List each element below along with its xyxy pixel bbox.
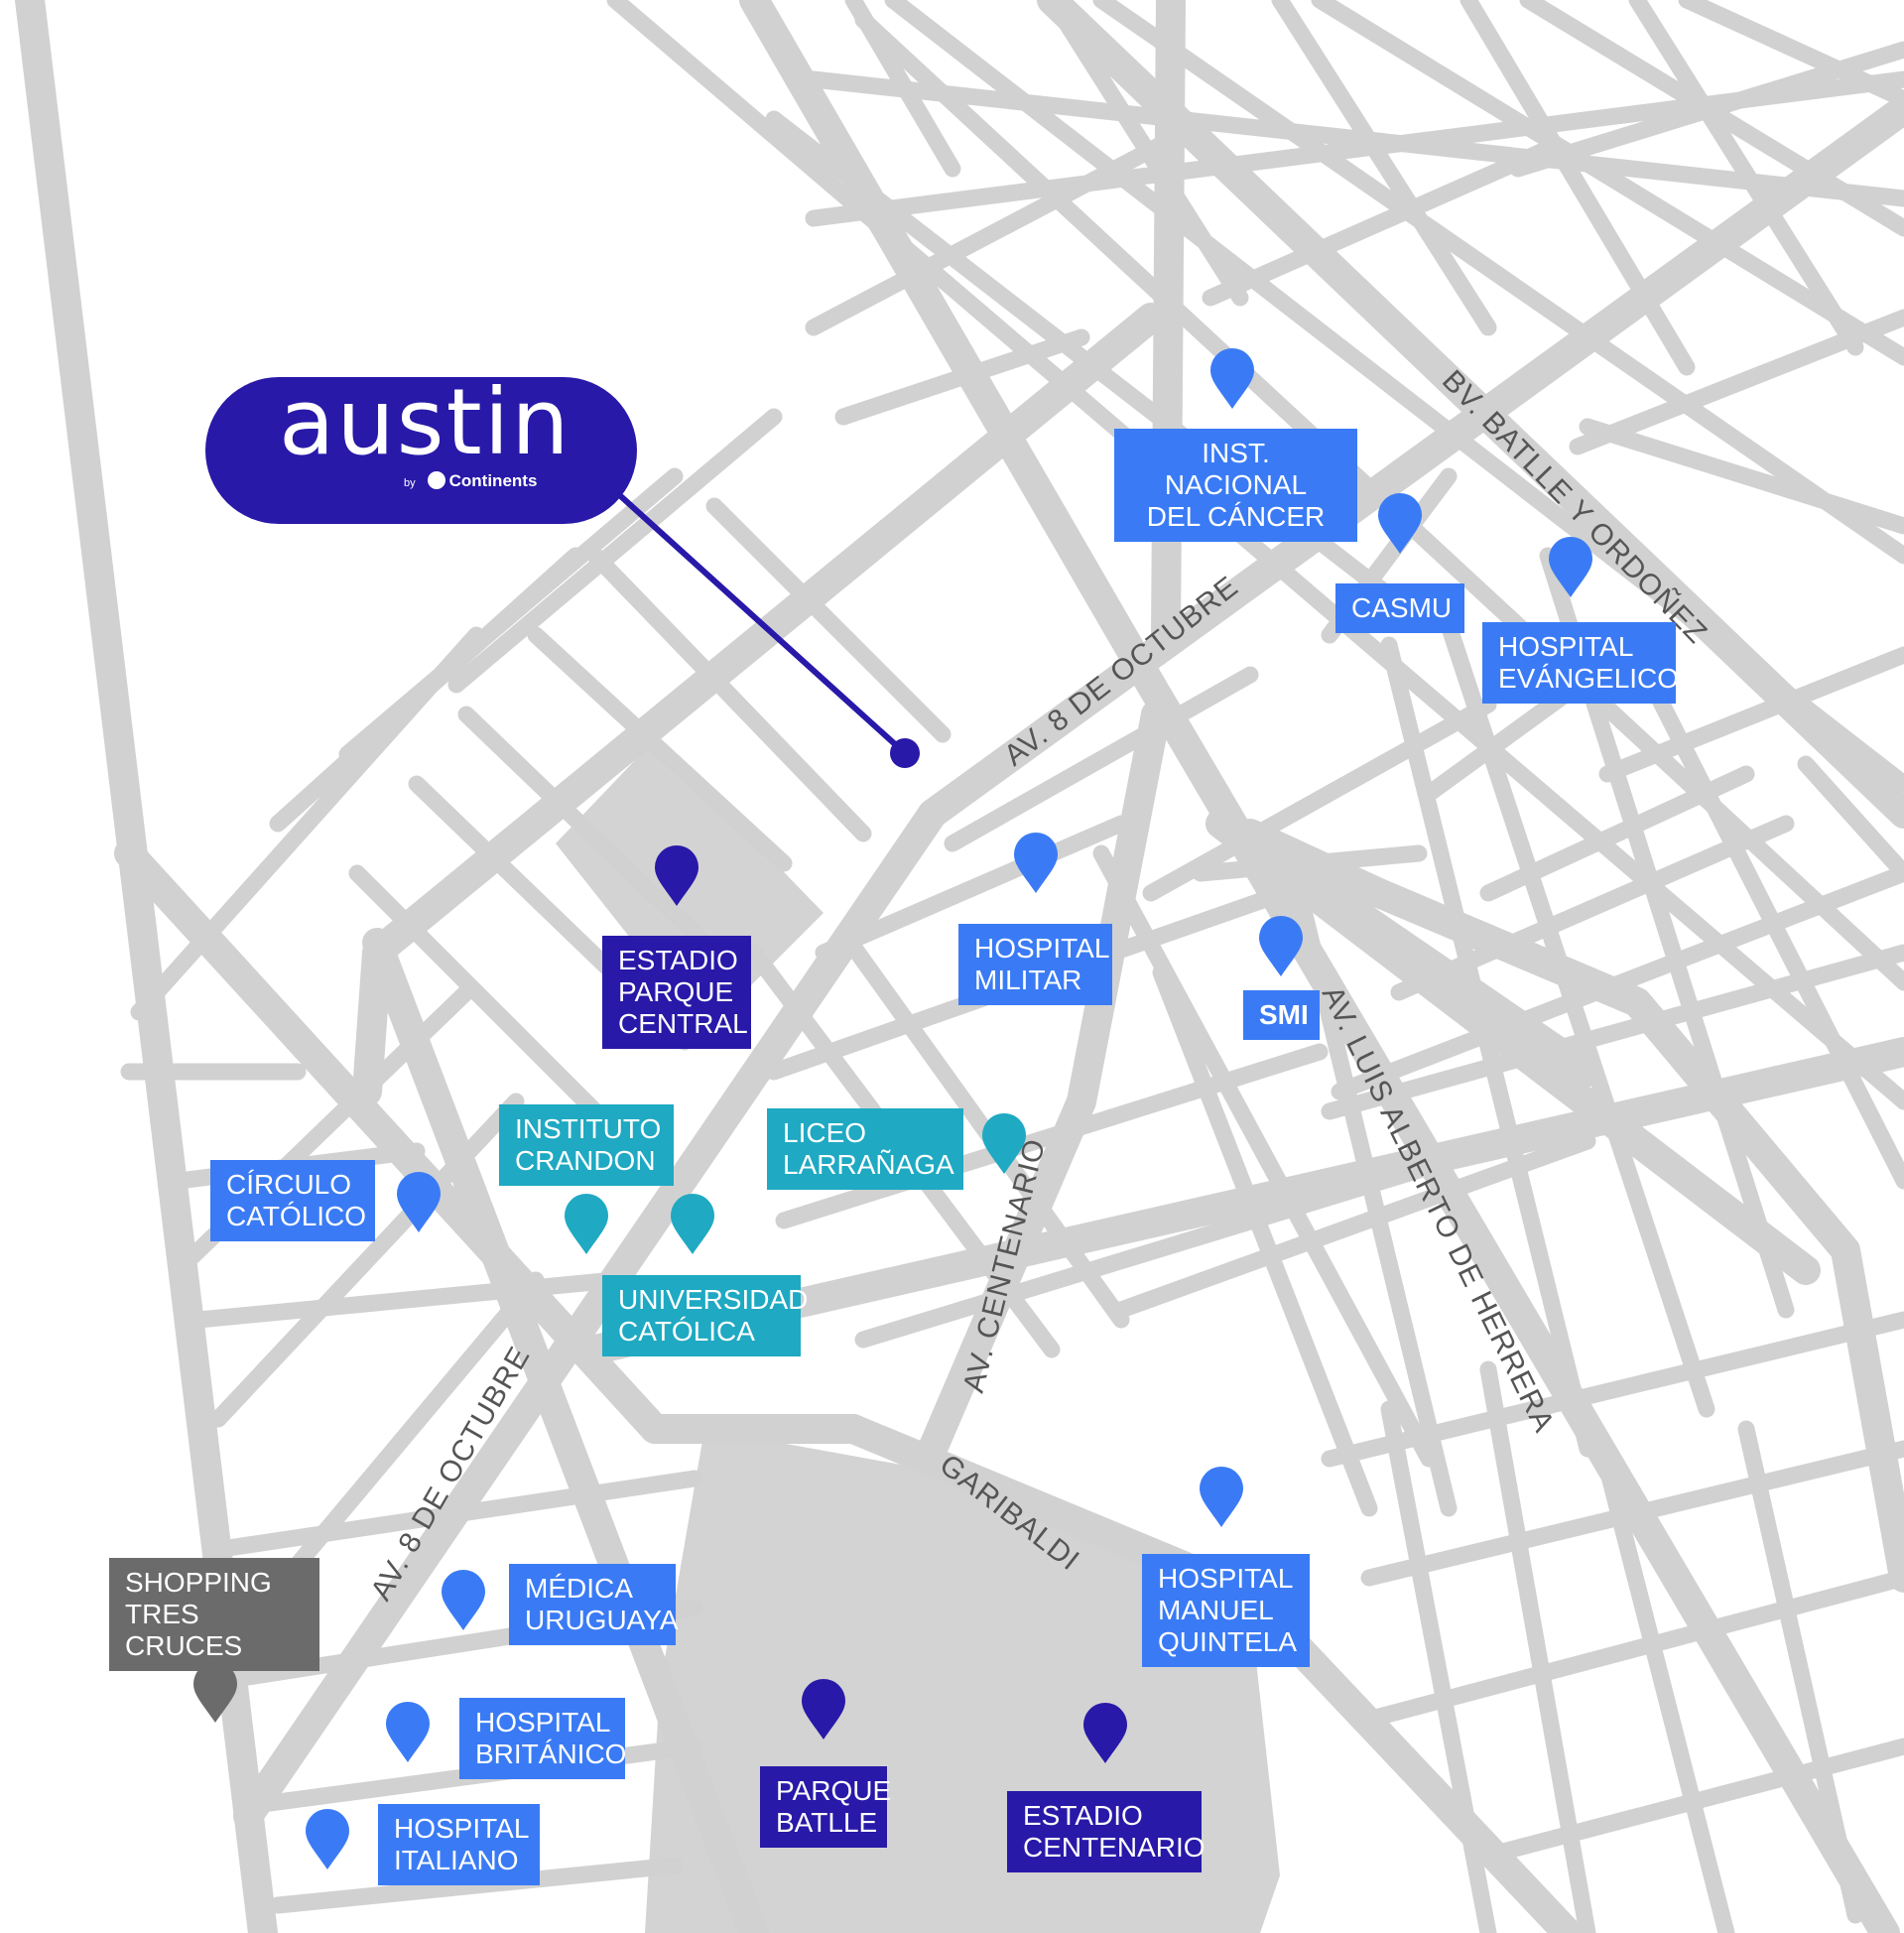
map-pin-icon[interactable] — [1199, 1467, 1244, 1528]
map-pin-icon[interactable] — [396, 1172, 442, 1233]
map-pin-icon[interactable] — [1013, 833, 1059, 894]
continents-icon — [427, 471, 445, 489]
location-connector — [612, 488, 908, 756]
map-pin-icon[interactable] — [1082, 1703, 1128, 1764]
place-label-hospital-evangelico: HOSPITAL EVÁNGELICO — [1482, 622, 1679, 704]
map-pin-icon[interactable] — [1258, 916, 1304, 977]
place-label-instituto-crandon: INSTITUTO CRANDON — [499, 1104, 674, 1186]
map-pin-icon[interactable] — [801, 1679, 846, 1740]
austin-location-dot — [890, 738, 920, 768]
place-label-universidad-catolica: UNIVERSIDAD CATÓLICA — [602, 1275, 808, 1356]
brand-by: by — [404, 477, 416, 489]
map-pin-icon[interactable] — [1377, 493, 1423, 555]
map-pin-icon[interactable] — [385, 1702, 431, 1763]
map-pin-icon[interactable] — [564, 1194, 609, 1255]
place-label-hospital-britanico: HOSPITAL BRITÁNICO — [459, 1698, 626, 1779]
map-pin-icon[interactable] — [670, 1194, 715, 1255]
place-label-casmu: CASMU — [1335, 583, 1464, 633]
place-label-hospital-italiano: HOSPITAL ITALIANO — [378, 1804, 540, 1885]
place-label-hospital-manuel-quintela: HOSPITAL MANUEL QUINTELA — [1142, 1554, 1310, 1667]
brand-name: austin — [279, 369, 571, 475]
place-label-shopping-tres-cruces: SHOPPING TRES CRUCES — [109, 1558, 319, 1671]
place-label-liceo-larranaga: LICEO LARRAÑAGA — [767, 1108, 963, 1190]
place-label-circulo-catolico: CÍRCULO CATÓLICO — [210, 1160, 375, 1241]
brand-partner: by Continents — [404, 471, 537, 491]
place-label-estadio-centenario: ESTADIO CENTENARIO — [1007, 1791, 1206, 1872]
place-label-parque-batlle: PARQUE BATLLE — [760, 1766, 891, 1848]
map-pin-icon[interactable] — [981, 1113, 1027, 1175]
place-label-medica-uruguaya: MÉDICA URUGUAYA — [509, 1564, 679, 1645]
map-pin-icon[interactable] — [441, 1570, 486, 1631]
brand-partner-name: Continents — [448, 471, 538, 490]
map-pin-icon[interactable] — [305, 1809, 350, 1870]
place-label-inst-cancer: INST. NACIONAL DEL CÁNCER — [1114, 429, 1357, 542]
austin-logo: austin by Continents — [205, 369, 637, 524]
place-label-hospital-militar: HOSPITAL MILITAR — [958, 924, 1112, 1005]
map-pin-icon[interactable] — [654, 845, 699, 907]
map-pin-icon[interactable] — [1209, 348, 1255, 410]
place-label-smi: SMI — [1243, 990, 1320, 1040]
map-pin-icon[interactable] — [192, 1662, 238, 1724]
map-pin-icon[interactable] — [1548, 537, 1593, 598]
place-label-estadio-parque-central: ESTADIO PARQUE CENTRAL — [602, 936, 751, 1049]
